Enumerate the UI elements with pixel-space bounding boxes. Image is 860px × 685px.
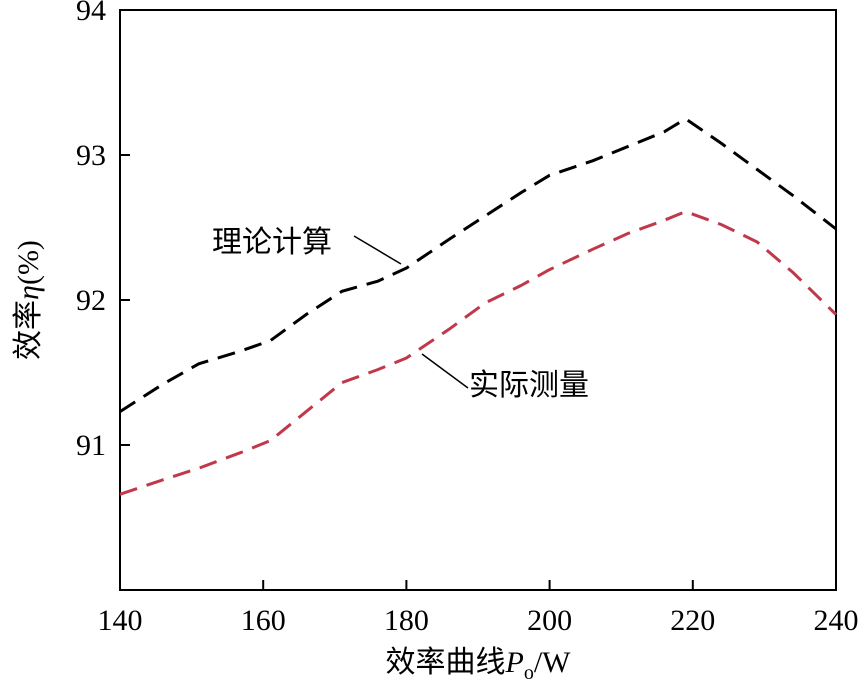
series-annotation-0: 理论计算: [212, 225, 332, 260]
data-series: [119, 117, 838, 496]
axis-ticks: 140 160 180 200 220 240 91 92 93 94: [76, 0, 859, 637]
x-tick-label: 200: [527, 604, 572, 637]
x-tick-label: 140: [98, 604, 143, 637]
y-tick-label: 93: [76, 139, 106, 172]
annotation-leader-0: [353, 235, 402, 265]
x-tick-label: 160: [241, 604, 286, 637]
annotation-leader-1: [421, 353, 469, 389]
series-line-0: [119, 117, 837, 413]
series-annotation-1: 实际测量: [469, 368, 589, 403]
plot-frame: [119, 9, 837, 591]
x-axis-title: 效率曲线Po/W: [386, 646, 572, 684]
y-axis-title: 效率η(%): [12, 240, 45, 360]
y-tick-label: 92: [76, 284, 106, 317]
y-tick-label: 91: [76, 429, 106, 462]
x-tick-label: 180: [384, 604, 429, 637]
y-tick-label: 94: [76, 0, 106, 27]
x-tick-label: 220: [670, 604, 715, 637]
x-tick-label: 240: [814, 604, 859, 637]
